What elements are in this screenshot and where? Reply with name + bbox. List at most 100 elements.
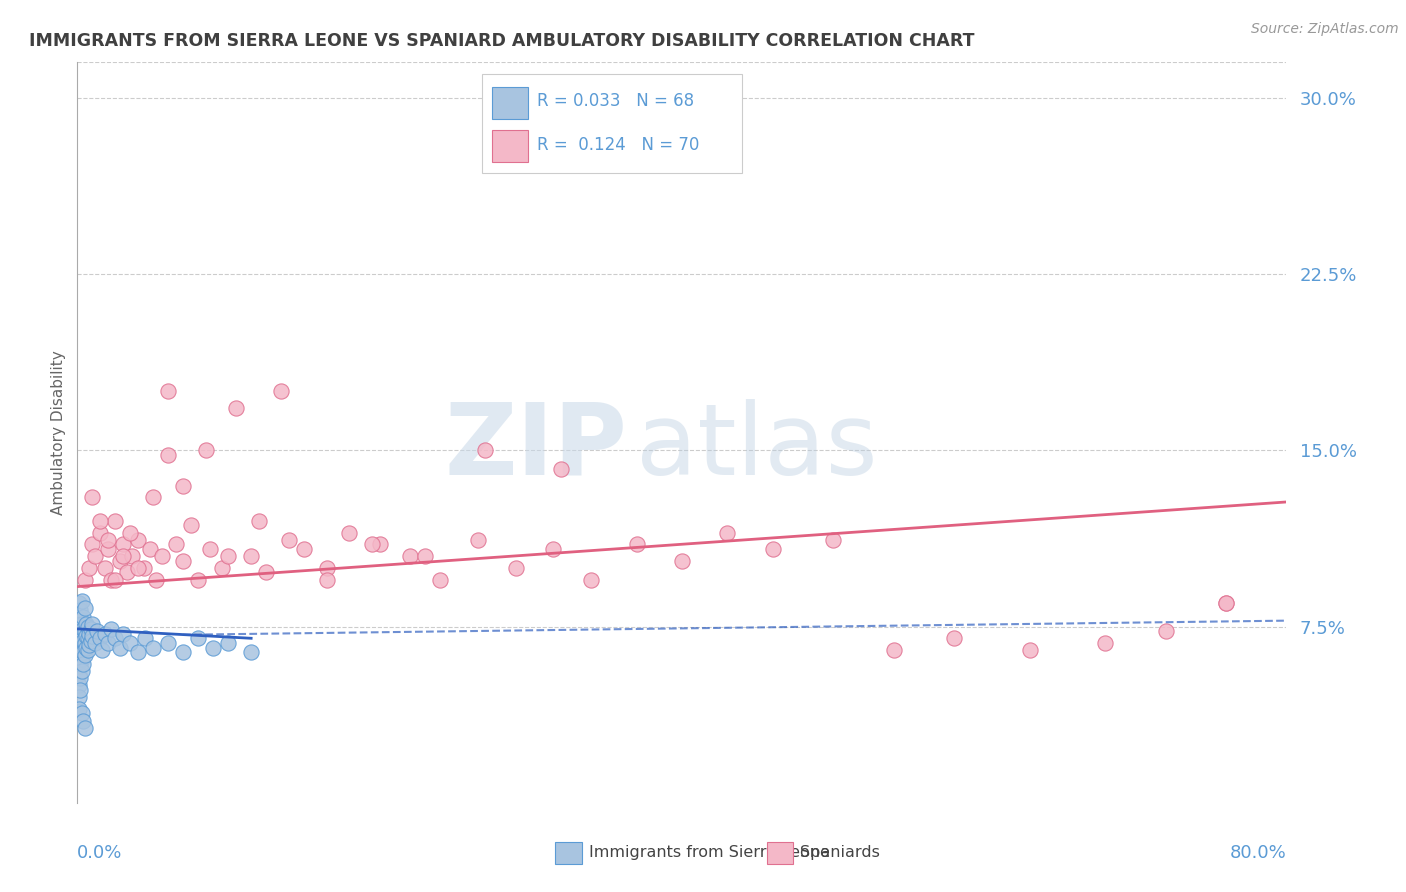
Point (821, 533, 844, 547)
Point (72, 645, 94, 659)
Point (399, 549, 422, 563)
Point (82, 537, 104, 551)
Point (100, 573, 122, 587)
Point (762, 541, 785, 556)
Point (187, 573, 209, 587)
Point (73, 721, 96, 735)
Point (111, 537, 134, 551)
Point (104, 514, 127, 528)
Point (413, 549, 436, 563)
Point (72, 622, 94, 636)
Point (67, 607, 90, 622)
Point (75, 629, 97, 643)
Point (75, 640, 97, 655)
Point (1215, 596, 1237, 610)
Point (115, 566, 138, 580)
Point (1094, 636, 1116, 650)
Point (121, 549, 143, 563)
Point (73, 624, 96, 639)
Point (150, 549, 173, 563)
Point (120, 636, 142, 650)
Point (104, 573, 127, 587)
Text: ZIP: ZIP (444, 399, 627, 496)
Point (69, 659, 91, 673)
Point (172, 478, 194, 492)
Point (70, 706, 93, 721)
FancyBboxPatch shape (482, 73, 742, 173)
Point (100, 622, 122, 636)
Text: Source: ZipAtlas.com: Source: ZipAtlas.com (1251, 22, 1399, 37)
Point (194, 443, 217, 458)
Point (202, 640, 225, 655)
Point (157, 448, 180, 462)
Point (883, 643, 905, 657)
Point (75, 617, 97, 632)
Point (69, 626, 91, 640)
Point (626, 537, 648, 551)
Point (69, 671, 91, 685)
Point (211, 561, 233, 575)
Y-axis label: Ambulatory Disability: Ambulatory Disability (51, 351, 66, 515)
Point (218, 549, 240, 563)
Point (270, 384, 292, 399)
Text: R = 0.033   N = 68: R = 0.033 N = 68 (537, 92, 695, 110)
Point (82, 490, 104, 504)
Point (67, 702, 90, 716)
FancyBboxPatch shape (555, 842, 582, 864)
Point (127, 645, 149, 659)
Point (278, 533, 301, 547)
Point (72, 633, 94, 648)
Point (716, 525, 738, 540)
Point (474, 443, 496, 458)
Point (89, 514, 111, 528)
Point (80, 633, 103, 648)
Point (72, 657, 94, 672)
Point (942, 632, 965, 646)
Point (361, 537, 384, 551)
Point (84, 549, 107, 563)
Point (70, 593, 93, 607)
Point (180, 518, 202, 533)
Text: IMMIGRANTS FROM SIERRA LEONE VS SPANIARD AMBULATORY DISABILITY CORRELATION CHART: IMMIGRANTS FROM SIERRA LEONE VS SPANIARD… (30, 32, 974, 50)
Point (1154, 624, 1177, 639)
Point (200, 541, 222, 556)
Point (127, 561, 149, 575)
Point (142, 640, 165, 655)
Point (505, 561, 527, 575)
Point (671, 554, 693, 568)
Text: 0.0%: 0.0% (77, 844, 122, 862)
Point (165, 537, 187, 551)
Point (254, 566, 277, 580)
Point (70, 652, 93, 666)
Point (315, 561, 337, 575)
Point (67, 643, 90, 657)
FancyBboxPatch shape (766, 842, 793, 864)
Point (157, 636, 180, 650)
Point (73, 648, 96, 662)
Point (337, 525, 360, 540)
Text: 80.0%: 80.0% (1230, 844, 1286, 862)
FancyBboxPatch shape (492, 130, 529, 162)
Point (79, 561, 101, 575)
Point (89, 525, 111, 540)
Point (67, 655, 90, 669)
Point (77, 632, 100, 646)
Point (70, 629, 93, 643)
Point (172, 645, 194, 659)
Text: Spaniards: Spaniards (800, 845, 880, 860)
Point (120, 525, 142, 540)
Point (225, 401, 247, 415)
Text: Immigrants from Sierra Leone: Immigrants from Sierra Leone (589, 845, 830, 860)
Point (240, 549, 263, 563)
Text: R =  0.124   N = 70: R = 0.124 N = 70 (537, 136, 699, 154)
Point (111, 549, 134, 563)
Point (132, 561, 155, 575)
Point (96, 533, 118, 547)
Point (93, 626, 115, 640)
Point (96, 541, 118, 556)
Point (368, 537, 391, 551)
Point (82, 617, 104, 632)
Point (172, 554, 194, 568)
Point (429, 573, 451, 587)
Point (218, 636, 240, 650)
